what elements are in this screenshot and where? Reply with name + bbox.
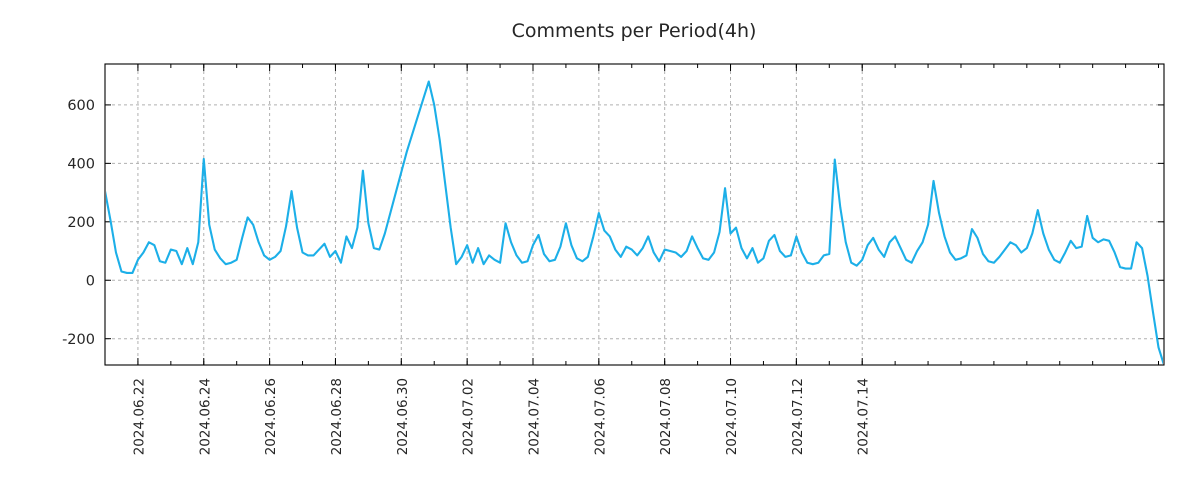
data-series-line <box>106 80 1163 364</box>
x-tick-label: 2024.07.14 <box>856 378 872 455</box>
x-tick-label: 2024.07.12 <box>790 378 806 455</box>
grid-lines <box>106 65 1163 364</box>
x-tick-label: 2024.06.26 <box>263 378 279 455</box>
x-tick-label: 2024.06.28 <box>329 378 345 455</box>
x-tick-label: 2024.06.24 <box>197 378 213 455</box>
y-tick-label: 600 <box>67 98 95 114</box>
x-tick-label: 2024.07.06 <box>592 378 608 455</box>
axis-ticks <box>104 64 1164 365</box>
plot-area-frame <box>104 63 1165 366</box>
y-tick-label: 200 <box>67 215 95 231</box>
x-tick-label: 2024.07.02 <box>461 378 477 455</box>
chart-title: Comments per Period(4h) <box>512 20 757 42</box>
x-tick-label: 2024.07.10 <box>724 378 740 455</box>
x-tick-label: 2024.06.22 <box>131 378 147 455</box>
x-axis-tick-labels: 2024.06.22 2024.06.24 2024.06.26 2024.06.28… <box>131 378 871 455</box>
series-layer <box>106 80 1163 364</box>
y-axis-tick-labels: -200 0 200 400 600 <box>62 98 95 348</box>
x-tick-label: 2024.07.04 <box>526 378 542 455</box>
y-tick-label: 400 <box>67 157 95 173</box>
x-tick-label: 2024.06.30 <box>395 378 411 455</box>
y-tick-label: 0 <box>86 273 95 289</box>
y-tick-label: -200 <box>62 332 95 348</box>
x-tick-label: 2024.07.08 <box>658 378 674 455</box>
